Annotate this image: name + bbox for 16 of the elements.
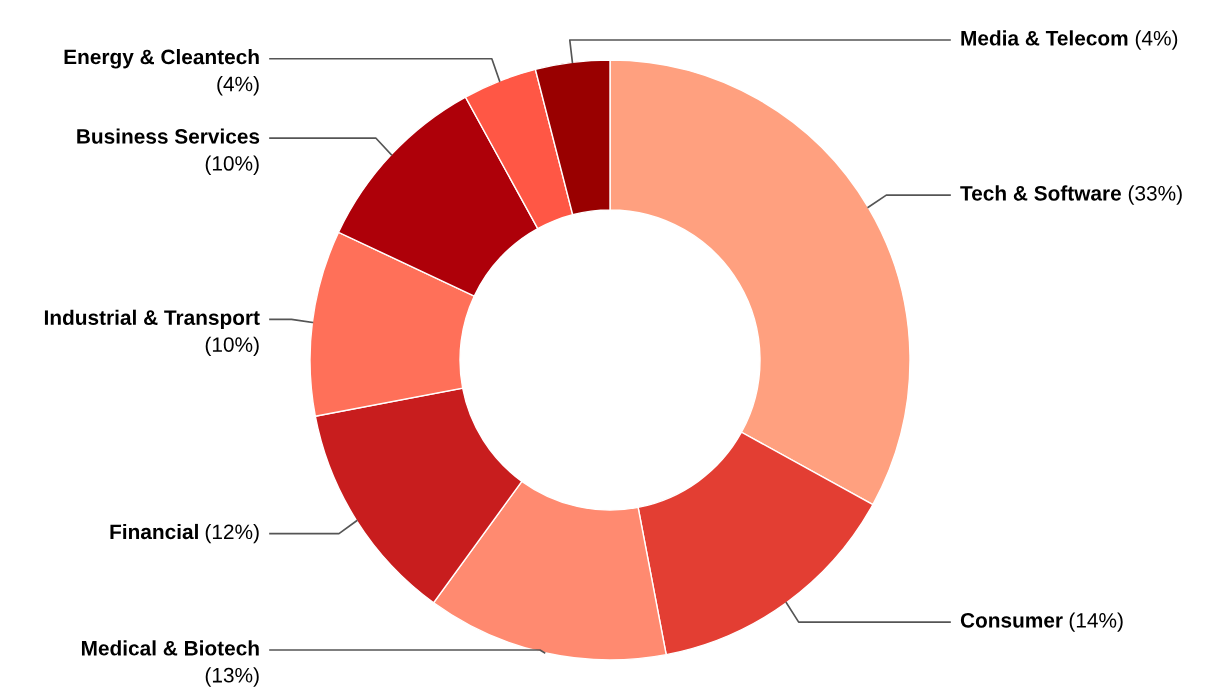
slice-label: Tech & Software — [960, 185, 1121, 201]
data-label: (10%) — [205, 336, 259, 357]
data-label: (4%) — [217, 76, 259, 96]
data-label: (13%) — [205, 667, 259, 687]
slice-label: Medical & Biotech — [81, 640, 259, 656]
data-label: (14%) — [1069, 612, 1123, 632]
data-label: (4%) — [1135, 30, 1178, 50]
data-label: (12%) — [205, 523, 259, 544]
slice-label: Industrial & Transport — [44, 309, 260, 330]
data-label: (10%) — [205, 155, 259, 175]
slice-label: Media & Telecom — [961, 30, 1128, 46]
slice-label: Consumer — [960, 612, 1063, 628]
slice-label: Business Services — [77, 128, 260, 144]
data-label: (33%) — [1128, 185, 1182, 205]
slice-label: Energy & Cleantech — [64, 49, 259, 69]
slice-label: Financial — [110, 523, 198, 540]
